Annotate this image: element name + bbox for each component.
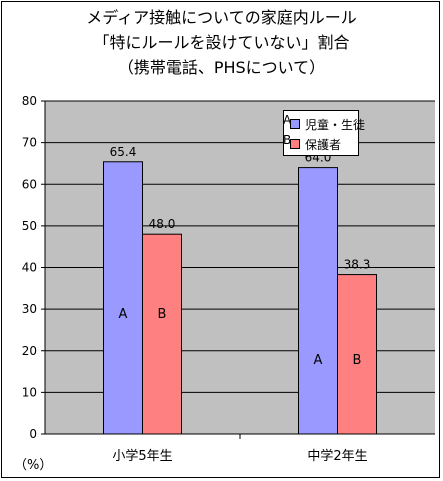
bar	[103, 161, 143, 435]
y-tick-label: 40	[22, 261, 37, 275]
data-label: 65.4	[110, 145, 137, 159]
bar	[142, 233, 182, 435]
y-tick-label: 30	[22, 302, 37, 316]
legend: 児童・生徒 保護者	[283, 110, 365, 156]
bar-code-label: B	[353, 353, 362, 368]
chart-title-line-3: （携帯電話、PHSについて）	[117, 58, 326, 77]
bar	[337, 274, 377, 435]
legend-code-b: B	[283, 133, 292, 147]
y-tick-label: 20	[22, 344, 37, 358]
data-label: 38.3	[344, 258, 371, 272]
legend-swatch-a	[290, 119, 300, 129]
x-tick-label: 小学5年生	[112, 448, 172, 464]
legend-swatch-b	[290, 139, 300, 149]
legend-label-b: 保護者	[305, 137, 342, 152]
legend-code-a: A	[283, 113, 292, 127]
y-axis-unit-label: （%）	[14, 458, 53, 473]
chart-title-line-1: メディア接触についての家庭内ルール	[86, 8, 357, 27]
bar-code-label: A	[119, 307, 128, 322]
y-tick-label: 80	[22, 94, 37, 108]
y-tick-label: 10	[22, 385, 37, 399]
bar	[298, 167, 338, 435]
data-label: 48.0	[149, 217, 176, 231]
legend-label-a: 児童・生徒	[305, 117, 366, 132]
y-tick-label: 50	[22, 219, 37, 233]
y-tick-label: 60	[22, 177, 37, 191]
bar-code-label: B	[158, 307, 167, 322]
y-tick-label: 70	[22, 136, 37, 150]
y-tick-label: 0	[29, 427, 37, 441]
legend-item-a: 児童・生徒	[290, 115, 365, 133]
bar-code-label: A	[314, 353, 323, 368]
chart-title-line-2: 「特にルールを設けていない」割合	[93, 33, 350, 52]
legend-item-b: 保護者	[290, 135, 341, 153]
x-tick-label: 中学2年生	[307, 448, 367, 464]
